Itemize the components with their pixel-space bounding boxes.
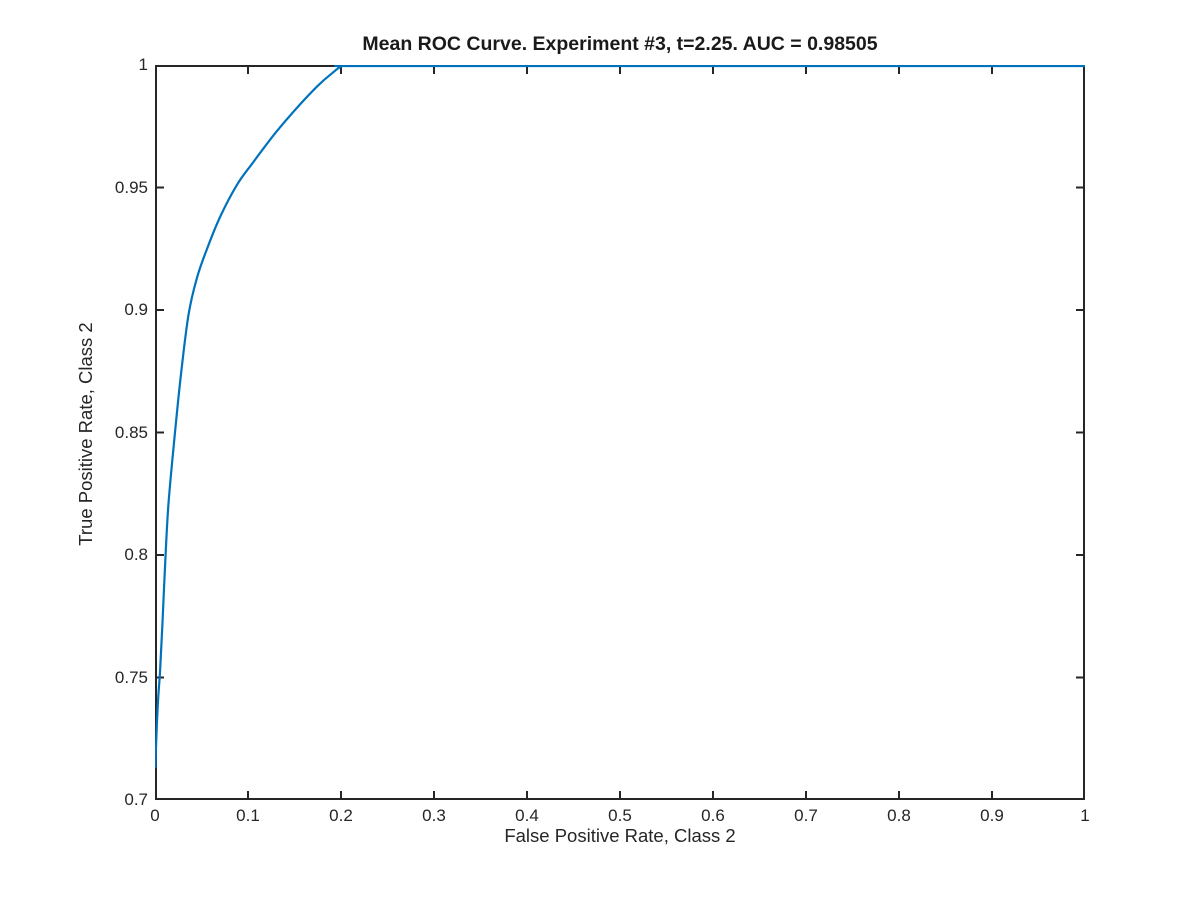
x-tick-label: 0.6: [701, 806, 725, 825]
x-tick-label: 0.7: [794, 806, 818, 825]
y-tick-label: 0.9: [124, 300, 148, 319]
chart-title: Mean ROC Curve. Experiment #3, t=2.25. A…: [362, 33, 878, 55]
plot-area: [155, 65, 1085, 800]
y-tick-label: 0.85: [114, 422, 148, 442]
y-tick-label: 1: [138, 55, 148, 74]
x-tick-label: 0.8: [887, 806, 911, 825]
y-tick-label: 0.95: [114, 177, 148, 197]
y-tick-label: 0.7: [124, 790, 148, 809]
x-tick-label: 0.1: [236, 806, 260, 825]
y-axis-label: True Positive Rate, Class 2: [75, 322, 96, 546]
y-tick-label: 0.75: [114, 667, 148, 687]
x-tick-label: 1: [1080, 806, 1090, 825]
roc-curve: [155, 65, 1085, 769]
x-tick-label: 0: [150, 806, 160, 825]
x-axis-label: False Positive Rate, Class 2: [504, 825, 736, 846]
x-tick-label: 0.5: [608, 806, 632, 825]
x-tick-label: 0.2: [329, 806, 353, 825]
x-tick-label: 0.9: [980, 806, 1004, 825]
x-tick-label: 0.3: [422, 806, 446, 825]
axes-box: [155, 65, 1085, 800]
y-tick-label: 0.8: [124, 545, 148, 564]
x-tick-label: 0.4: [515, 806, 539, 825]
